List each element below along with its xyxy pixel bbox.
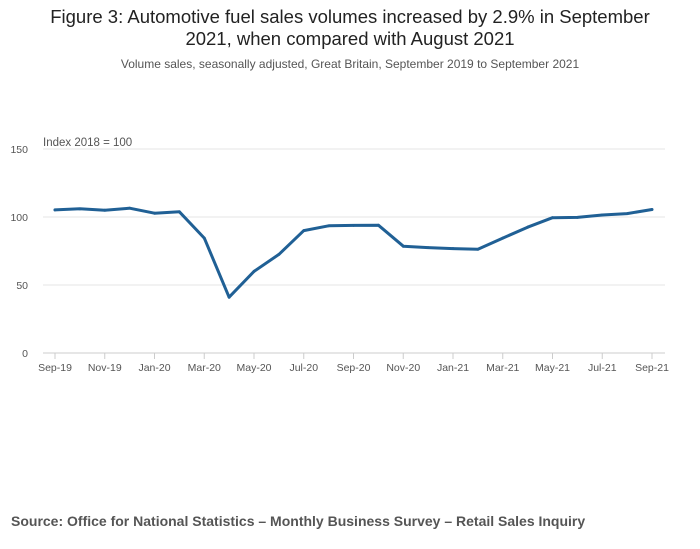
data-point [501, 236, 505, 240]
x-tick-label: Jul-20 [289, 362, 318, 374]
y-tick-label: 100 [10, 212, 28, 224]
y-tick-label: 150 [10, 144, 28, 156]
data-point [600, 213, 604, 217]
y-tick-label: 50 [16, 280, 28, 292]
chart-title-line-1: Figure 3: Automotive fuel sales volumes … [50, 6, 650, 27]
data-point [625, 212, 629, 216]
data-point [78, 207, 82, 211]
x-tick-label: Sep-20 [337, 362, 371, 374]
data-point [451, 247, 455, 250]
data-point [526, 225, 530, 229]
data-point [376, 223, 380, 227]
data-point [327, 224, 331, 228]
source-note: Source: Office for National Statistics –… [11, 513, 586, 529]
chart-title: Figure 3: Automotive fuel sales volumes … [0, 6, 700, 50]
data-point [277, 253, 281, 256]
x-tick-label: Jul-21 [588, 362, 617, 374]
x-tick-label: Jan-20 [138, 362, 170, 374]
x-tick-label: Mar-21 [486, 362, 519, 374]
y-axis-label: Index 2018 = 100 [43, 137, 132, 149]
data-point [551, 216, 554, 220]
data-point [128, 206, 132, 210]
x-tick-label: Sep-19 [38, 362, 72, 374]
data-point [426, 246, 430, 250]
data-point [153, 211, 156, 215]
x-tick-label: Sep-21 [635, 362, 669, 374]
data-point [177, 210, 181, 214]
series-line [53, 206, 654, 299]
chart-subtitle: Volume sales, seasonally adjusted, Great… [120, 57, 580, 71]
chart-title-line-2: 2021, when compared with August 2021 [185, 28, 515, 49]
data-point [476, 247, 480, 251]
x-tick-label: May-21 [535, 362, 570, 374]
x-tick-label: Nov-19 [88, 362, 122, 374]
data-point [401, 244, 405, 248]
x-tick-label: Mar-20 [188, 362, 221, 374]
x-tick-label: Jan-21 [437, 362, 469, 374]
x-tick-label: May-20 [236, 362, 271, 374]
data-point [53, 208, 57, 212]
data-point [202, 236, 206, 240]
data-point [302, 229, 306, 233]
data-point [252, 270, 256, 273]
data-point [227, 295, 231, 299]
data-point [103, 208, 107, 212]
y-tick-label: 0 [22, 348, 28, 360]
data-point [575, 216, 579, 219]
x-tick-label: Nov-20 [386, 362, 420, 374]
data-point [650, 208, 654, 211]
data-point [352, 224, 355, 227]
